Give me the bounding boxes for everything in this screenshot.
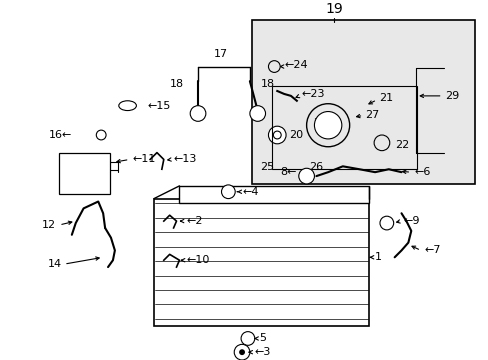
Bar <box>251 19 474 184</box>
Text: 28: 28 <box>312 118 327 128</box>
Text: 14: 14 <box>48 259 62 269</box>
Text: ←10: ←10 <box>186 255 209 265</box>
Text: 29: 29 <box>445 91 459 101</box>
Text: ←2: ←2 <box>186 216 203 226</box>
Text: ←15: ←15 <box>147 101 170 111</box>
Circle shape <box>314 112 341 139</box>
Circle shape <box>273 131 281 139</box>
Circle shape <box>306 104 349 147</box>
Text: ←9: ←9 <box>403 216 419 226</box>
Text: 1: 1 <box>374 252 381 262</box>
Circle shape <box>190 106 205 121</box>
Circle shape <box>239 349 244 355</box>
Text: ←24: ←24 <box>284 59 307 69</box>
Circle shape <box>96 130 106 140</box>
Circle shape <box>268 126 285 144</box>
Text: 20: 20 <box>288 130 303 140</box>
Bar <box>272 86 416 169</box>
Text: 12: 12 <box>42 220 56 230</box>
Text: ←7: ←7 <box>423 246 440 256</box>
Text: 18: 18 <box>260 79 274 89</box>
Circle shape <box>221 185 235 199</box>
Text: 25: 25 <box>260 162 274 172</box>
Text: 16←: 16← <box>48 130 72 140</box>
Text: 8←: 8← <box>280 167 296 177</box>
Text: 21: 21 <box>378 93 392 103</box>
Text: ←4: ←4 <box>242 187 258 197</box>
Text: 22: 22 <box>394 140 408 150</box>
Text: 18: 18 <box>169 79 183 89</box>
Text: ←6: ←6 <box>413 167 430 177</box>
Bar <box>59 153 110 194</box>
Circle shape <box>268 61 280 72</box>
Text: 27: 27 <box>365 111 379 121</box>
Circle shape <box>234 345 249 360</box>
Circle shape <box>298 168 314 184</box>
Bar <box>179 186 368 203</box>
Bar <box>154 199 368 326</box>
Text: ←3: ←3 <box>254 347 270 357</box>
Circle shape <box>373 135 389 151</box>
Ellipse shape <box>119 101 136 111</box>
Text: ←23: ←23 <box>301 89 325 99</box>
Text: 17: 17 <box>213 49 227 59</box>
Text: ←11: ←11 <box>132 154 156 165</box>
Circle shape <box>249 106 265 121</box>
Circle shape <box>241 332 254 345</box>
Circle shape <box>379 216 393 230</box>
Text: ←13: ←13 <box>173 154 197 165</box>
Text: 26: 26 <box>309 162 323 172</box>
Text: 19: 19 <box>325 2 342 16</box>
Text: 5: 5 <box>259 333 266 343</box>
